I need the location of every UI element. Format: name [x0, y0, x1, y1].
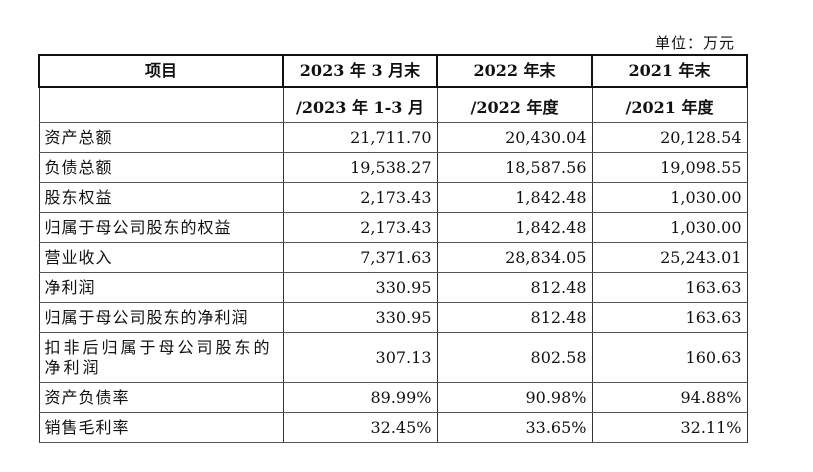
- row-label: 股东权益: [38, 182, 284, 213]
- row-label: 负债总额: [38, 152, 284, 183]
- header-row-secondary: /2023 年 1-3 月 /2022 年度 /2021 年度: [38, 94, 748, 123]
- cell-2021: 19,098.55: [591, 152, 748, 183]
- row-label: 销售毛利率: [38, 412, 284, 443]
- header-2022-year: /2022 年度: [436, 94, 593, 123]
- cell-2021: 163.63: [591, 302, 748, 333]
- header-gap: [38, 87, 748, 94]
- table-row: 资产负债率 89.99% 90.98% 94.88%: [38, 382, 748, 413]
- row-label: 净利润: [38, 272, 284, 303]
- header-row-primary: 项目 2023 年 3 月末 2022 年末 2021 年末: [38, 54, 748, 88]
- cell-2023: 307.13: [282, 332, 438, 383]
- cell-2022: 18,587.56: [436, 152, 593, 183]
- cell-2022: 90.98%: [436, 382, 593, 413]
- header-2022-end: 2022 年末: [436, 54, 593, 88]
- cell-2022: 802.58: [436, 332, 593, 383]
- table-row: 归属于母公司股东的权益 2,173.43 1,842.48 1,030.00: [38, 212, 748, 243]
- unit-label: 单位：万元: [655, 34, 736, 52]
- table-row: 资产总额 21,711.70 20,430.04 20,128.54: [38, 122, 748, 153]
- cell-2023: 21,711.70: [282, 122, 438, 153]
- cell-2023: 330.95: [282, 272, 438, 303]
- row-label: 资产总额: [38, 122, 284, 153]
- cell-2021: 25,243.01: [591, 242, 748, 273]
- table-row: 股东权益 2,173.43 1,842.48 1,030.00: [38, 182, 748, 213]
- cell-2021: 94.88%: [591, 382, 748, 413]
- cell-2021: 1,030.00: [591, 182, 748, 213]
- cell-2023: 330.95: [282, 302, 438, 333]
- table-row: 归属于母公司股东的净利润 330.95 812.48 163.63: [38, 302, 748, 333]
- table-row: 营业收入 7,371.63 28,834.05 25,243.01: [38, 242, 748, 273]
- cell-2022: 20,430.04: [436, 122, 593, 153]
- header-2021-end: 2021 年末: [591, 54, 748, 88]
- cell-2022: 812.48: [436, 302, 593, 333]
- header-item-blank: [38, 94, 284, 123]
- row-label: 营业收入: [38, 242, 284, 273]
- table-row: 负债总额 19,538.27 18,587.56 19,098.55: [38, 152, 748, 183]
- cell-2023: 2,173.43: [282, 182, 438, 213]
- row-label: 资产负债率: [38, 382, 284, 413]
- cell-2021: 163.63: [591, 272, 748, 303]
- cell-2022: 1,842.48: [436, 182, 593, 213]
- cell-2022: 33.65%: [436, 412, 593, 443]
- cell-2023: 32.45%: [282, 412, 438, 443]
- cell-2023: 19,538.27: [282, 152, 438, 183]
- cell-2021: 20,128.54: [591, 122, 748, 153]
- table-row: 销售毛利率 32.45% 33.65% 32.11%: [38, 412, 748, 443]
- cell-2023: 2,173.43: [282, 212, 438, 243]
- table-row: 扣非后归属于母公司股东的净利润 307.13 802.58 160.63: [38, 332, 748, 383]
- header-item: 项目: [38, 54, 284, 88]
- row-label: 归属于母公司股东的权益: [38, 212, 284, 243]
- financial-summary-table: 项目 2023 年 3 月末 2022 年末 2021 年末 /2023 年 1…: [38, 54, 748, 443]
- row-label: 扣非后归属于母公司股东的净利润: [38, 332, 284, 383]
- cell-2022: 28,834.05: [436, 242, 593, 273]
- header-2023-q1-end: 2023 年 3 月末: [282, 54, 438, 88]
- row-label: 归属于母公司股东的净利润: [38, 302, 284, 333]
- cell-2021: 1,030.00: [591, 212, 748, 243]
- cell-2021: 160.63: [591, 332, 748, 383]
- cell-2021: 32.11%: [591, 412, 748, 443]
- header-2021-year: /2021 年度: [591, 94, 748, 123]
- cell-2022: 812.48: [436, 272, 593, 303]
- cell-2023: 7,371.63: [282, 242, 438, 273]
- cell-2023: 89.99%: [282, 382, 438, 413]
- cell-2022: 1,842.48: [436, 212, 593, 243]
- table-row: 净利润 330.95 812.48 163.63: [38, 272, 748, 303]
- header-2023-q1-period: /2023 年 1-3 月: [282, 94, 438, 123]
